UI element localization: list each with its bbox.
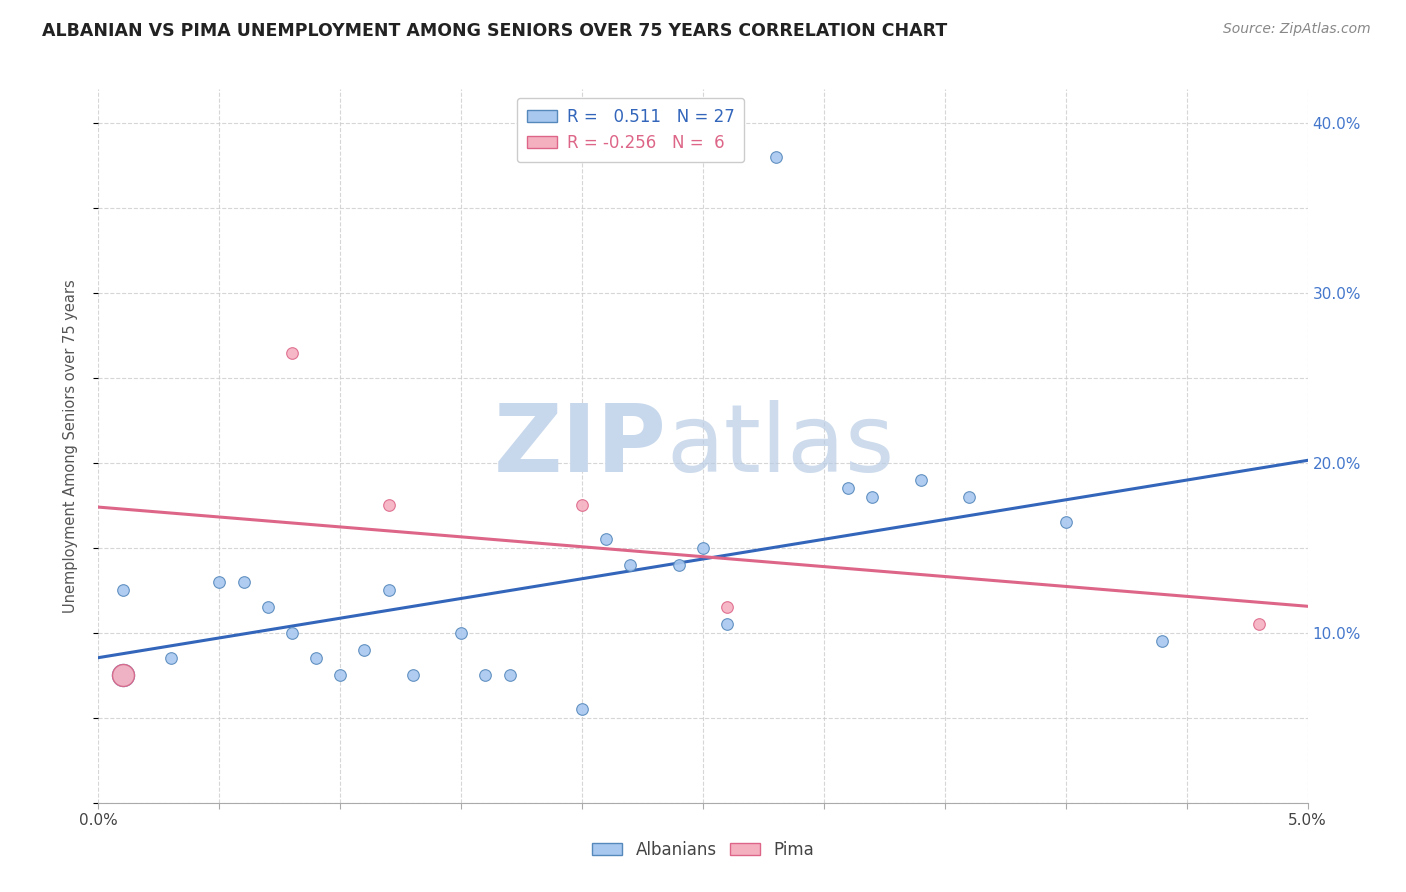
Point bbox=[716, 617, 738, 632]
Point bbox=[111, 583, 134, 598]
Point bbox=[1249, 617, 1271, 632]
Point bbox=[716, 600, 738, 615]
Point bbox=[910, 473, 932, 487]
Point bbox=[208, 574, 231, 589]
Point bbox=[571, 702, 593, 716]
Point bbox=[377, 583, 399, 598]
Point bbox=[837, 482, 859, 496]
Point bbox=[160, 651, 183, 665]
Y-axis label: Unemployment Among Seniors over 75 years: Unemployment Among Seniors over 75 years bbox=[63, 279, 77, 613]
Point bbox=[498, 668, 520, 682]
Point bbox=[474, 668, 496, 682]
Legend: Albanians, Pima: Albanians, Pima bbox=[585, 835, 821, 866]
Point bbox=[353, 643, 375, 657]
Text: atlas: atlas bbox=[666, 400, 896, 492]
Point bbox=[377, 499, 399, 513]
Point bbox=[329, 668, 352, 682]
Point bbox=[232, 574, 254, 589]
Point bbox=[668, 558, 690, 572]
Point bbox=[957, 490, 980, 504]
Point bbox=[765, 150, 787, 164]
Point bbox=[256, 600, 278, 615]
Point bbox=[1152, 634, 1174, 648]
Text: ZIP: ZIP bbox=[494, 400, 666, 492]
Text: ALBANIAN VS PIMA UNEMPLOYMENT AMONG SENIORS OVER 75 YEARS CORRELATION CHART: ALBANIAN VS PIMA UNEMPLOYMENT AMONG SENI… bbox=[42, 22, 948, 40]
Point bbox=[281, 345, 304, 359]
Point bbox=[571, 499, 593, 513]
Point bbox=[450, 626, 472, 640]
Point bbox=[860, 490, 883, 504]
Point bbox=[281, 626, 304, 640]
Point bbox=[111, 668, 134, 682]
Point bbox=[692, 541, 714, 555]
Point bbox=[402, 668, 425, 682]
Point bbox=[1054, 516, 1077, 530]
Text: Source: ZipAtlas.com: Source: ZipAtlas.com bbox=[1223, 22, 1371, 37]
Point bbox=[305, 651, 328, 665]
Point bbox=[595, 533, 617, 547]
Point bbox=[619, 558, 641, 572]
Point bbox=[111, 668, 134, 682]
